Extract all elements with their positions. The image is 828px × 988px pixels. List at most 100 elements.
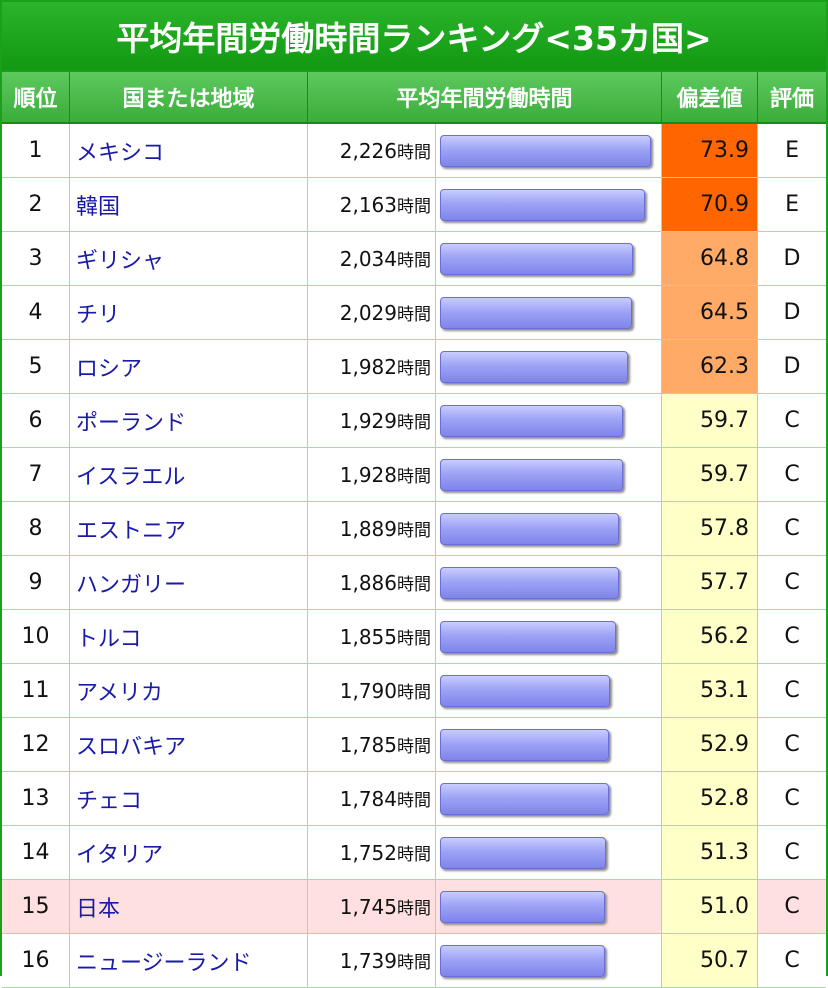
rank-cell: 9 (2, 556, 70, 610)
hours-value: 1,790 (339, 679, 397, 703)
deviation-cell: 57.8 (662, 502, 759, 556)
table-row: 3 ギリシャ 2,034時間 64.8 D (2, 232, 827, 286)
hours-cell: 2,029時間 (308, 286, 436, 340)
hours-unit: 時間 (397, 737, 431, 757)
hours-bar (440, 134, 651, 167)
rank-cell: 15 (2, 880, 70, 934)
hours-cell: 1,928時間 (308, 448, 436, 502)
deviation-cell: 64.5 (662, 286, 759, 340)
grade-cell: E (758, 124, 827, 178)
hours-unit: 時間 (397, 467, 431, 487)
hours-bar (440, 296, 632, 329)
rank-cell: 2 (2, 178, 70, 232)
table-row: 14 イタリア 1,752時間 51.3 C (2, 826, 827, 880)
deviation-cell: 64.8 (662, 232, 759, 286)
country-link[interactable]: アメリカ (70, 664, 308, 718)
country-link[interactable]: ロシア (70, 340, 308, 394)
country-link[interactable]: イスラエル (70, 448, 308, 502)
rank-cell: 5 (2, 340, 70, 394)
deviation-cell: 59.7 (662, 448, 759, 502)
header-grade: 評価 (758, 72, 827, 124)
table-row: 15 日本 1,745時間 51.0 C (2, 880, 827, 934)
deviation-cell: 51.0 (662, 880, 759, 934)
hours-bar-cell (436, 502, 663, 556)
deviation-cell: 52.9 (662, 718, 759, 772)
country-link[interactable]: チリ (70, 286, 308, 340)
hours-value: 1,855 (339, 625, 397, 649)
grade-cell: C (758, 934, 827, 988)
table-row: 5 ロシア 1,982時間 62.3 D (2, 340, 827, 394)
grade-cell: C (758, 880, 827, 934)
deviation-cell: 53.1 (662, 664, 759, 718)
rank-cell: 14 (2, 826, 70, 880)
hours-bar-cell (436, 448, 663, 502)
hours-cell: 1,790時間 (308, 664, 436, 718)
country-link[interactable]: ポーランド (70, 394, 308, 448)
table-header-row: 順位 国または地域 平均年間労働時間 偏差値 評価 (2, 72, 827, 124)
grade-cell: C (758, 664, 827, 718)
hours-bar-cell (436, 664, 663, 718)
grade-cell: C (758, 826, 827, 880)
rank-cell: 12 (2, 718, 70, 772)
ranking-table: 順位 国または地域 平均年間労働時間 偏差値 評価 1 メキシコ 2,226時間 73… (2, 72, 827, 988)
hours-value: 1,886 (339, 571, 397, 595)
hours-value: 1,889 (339, 517, 397, 541)
hours-bar (440, 458, 623, 491)
rank-cell: 10 (2, 610, 70, 664)
grade-cell: C (758, 556, 827, 610)
hours-bar-cell (436, 124, 663, 178)
rank-cell: 6 (2, 394, 70, 448)
hours-value: 1,929 (339, 409, 397, 433)
hours-bar-cell (436, 610, 663, 664)
country-link[interactable]: エストニア (70, 502, 308, 556)
rank-cell: 1 (2, 124, 70, 178)
table-row: 4 チリ 2,029時間 64.5 D (2, 286, 827, 340)
header-deviation: 偏差値 (662, 72, 759, 124)
hours-cell: 1,886時間 (308, 556, 436, 610)
hours-unit: 時間 (397, 575, 431, 595)
grade-cell: D (758, 340, 827, 394)
page-title: 平均年間労働時間ランキング<35カ国> (2, 2, 826, 70)
table-row: 7 イスラエル 1,928時間 59.7 C (2, 448, 827, 502)
hours-bar (440, 890, 605, 923)
country-link[interactable]: 日本 (70, 880, 308, 934)
hours-bar (440, 404, 623, 437)
rank-cell: 7 (2, 448, 70, 502)
hours-unit: 時間 (397, 521, 431, 541)
hours-bar (440, 242, 633, 275)
country-link[interactable]: チェコ (70, 772, 308, 826)
country-link[interactable]: メキシコ (70, 124, 308, 178)
header-name: 国または地域 (70, 72, 308, 124)
rank-cell: 4 (2, 286, 70, 340)
hours-unit: 時間 (397, 683, 431, 703)
hours-cell: 1,745時間 (308, 880, 436, 934)
hours-unit: 時間 (397, 791, 431, 811)
table-row: 10 トルコ 1,855時間 56.2 C (2, 610, 827, 664)
country-link[interactable]: ハンガリー (70, 556, 308, 610)
country-link[interactable]: トルコ (70, 610, 308, 664)
country-link[interactable]: ニュージーランド (70, 934, 308, 988)
rank-cell: 3 (2, 232, 70, 286)
hours-unit: 時間 (397, 629, 431, 649)
hours-value: 1,784 (339, 787, 397, 811)
table-row: 13 チェコ 1,784時間 52.8 C (2, 772, 827, 826)
grade-cell: D (758, 232, 827, 286)
hours-bar-cell (436, 394, 663, 448)
country-link[interactable]: スロバキア (70, 718, 308, 772)
country-link[interactable]: ギリシャ (70, 232, 308, 286)
grade-cell: C (758, 448, 827, 502)
table-row: 8 エストニア 1,889時間 57.8 C (2, 502, 827, 556)
table-row: 6 ポーランド 1,929時間 59.7 C (2, 394, 827, 448)
hours-cell: 1,889時間 (308, 502, 436, 556)
hours-bar-cell (436, 232, 663, 286)
hours-cell: 1,739時間 (308, 934, 436, 988)
hours-bar-cell (436, 934, 663, 988)
deviation-cell: 56.2 (662, 610, 759, 664)
hours-cell: 1,982時間 (308, 340, 436, 394)
hours-bar (440, 782, 609, 815)
country-link[interactable]: イタリア (70, 826, 308, 880)
hours-cell: 1,785時間 (308, 718, 436, 772)
country-link[interactable]: 韓国 (70, 178, 308, 232)
table-row: 11 アメリカ 1,790時間 53.1 C (2, 664, 827, 718)
hours-bar-cell (436, 718, 663, 772)
